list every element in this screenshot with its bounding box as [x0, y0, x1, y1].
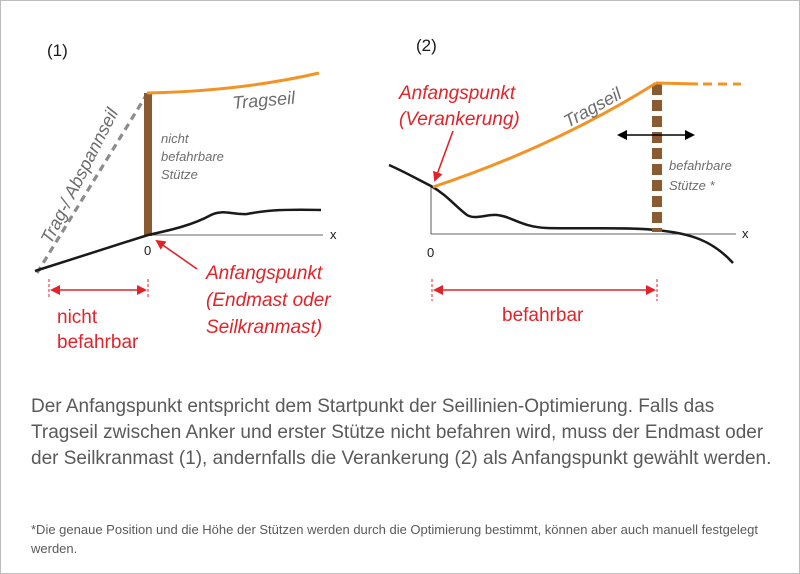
panel2-support-label-2: Stütze *	[669, 178, 715, 193]
panel1-support-label-3: Stütze	[161, 167, 198, 182]
panel1-start-arrow	[155, 239, 198, 270]
panel1-support-label-1: nicht	[161, 131, 190, 146]
panel1-anchor-rope-label: Trag-/ Abspannseil	[37, 104, 123, 247]
panel2-axis-zero: 0	[427, 245, 434, 260]
panel1-support-label-2: befahrbare	[161, 149, 224, 164]
panel1-support	[144, 93, 152, 236]
footnote-text: *Die genaue Position und die Höhe der St…	[31, 522, 758, 556]
diagram-canvas: (1) x 0 Trag-/ Abspannseil Tragseil nich…	[34, 36, 749, 353]
panel1-tragseil	[146, 71, 320, 95]
panel2-start-label-2: (Verankerung)	[399, 109, 520, 130]
panel1-range-label-2: befahrbar	[57, 332, 139, 353]
panel2-support-label-1: befahrbare	[669, 158, 732, 173]
panel2-start-arrow	[433, 130, 454, 182]
panel2-number: (2)	[416, 36, 437, 55]
panel2-axis-x-label: x	[742, 226, 749, 241]
panel2-tragseil-continuation	[655, 81, 699, 86]
panel2-tragseil	[432, 81, 657, 189]
panel1-number: (1)	[47, 41, 68, 60]
panel1-terrain	[34, 208, 322, 273]
panel1-start-label-3: Seilkranmast)	[206, 317, 322, 338]
panel1-range-label-1: nicht	[57, 307, 98, 328]
panel1-tragseil-label: Tragseil	[232, 88, 297, 113]
panel1-axis-x-label: x	[330, 227, 337, 242]
panel1-start-label-2: (Endmast oder	[206, 290, 331, 311]
panel2-start-label-1: Anfangspunkt	[398, 83, 516, 104]
panel2-range-label: befahrbar	[502, 305, 584, 326]
panel1-start-label-1: Anfangspunkt	[205, 263, 323, 284]
panel1-axis-zero: 0	[144, 243, 151, 258]
description-text: Der Anfangspunkt entspricht dem Startpun…	[31, 396, 772, 469]
